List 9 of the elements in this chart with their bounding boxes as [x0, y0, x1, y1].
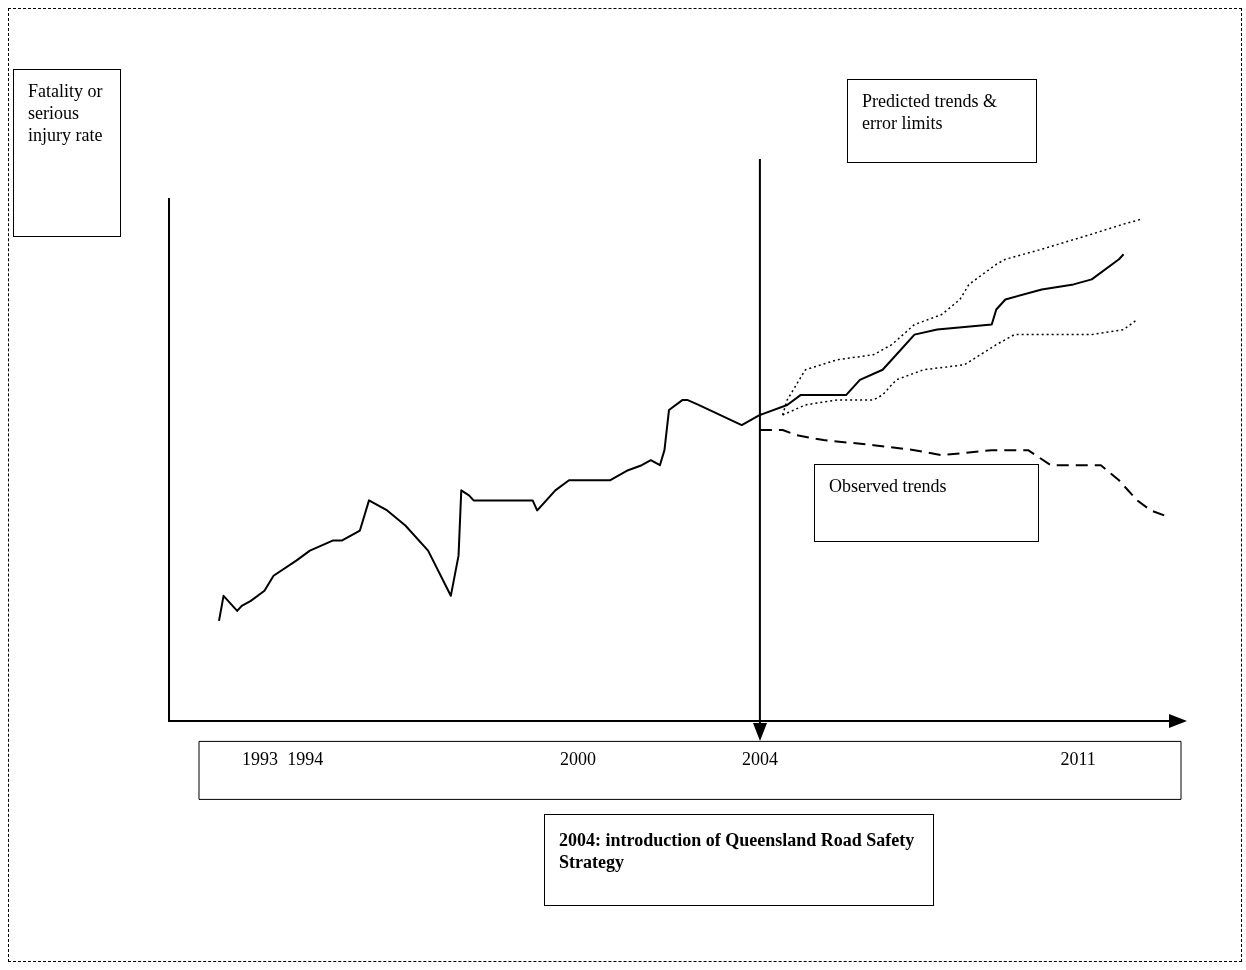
- x-tick-label: 2004: [741, 748, 778, 769]
- text: Predicted trends & error limits: [847, 79, 1037, 163]
- x-tick-label: 2011: [1060, 748, 1096, 769]
- x-tick-label: 1993: [241, 748, 278, 769]
- x-tick-label: 2000: [560, 748, 597, 769]
- x-tick-label: 1994: [287, 748, 324, 769]
- annotation: Observed trends: [814, 464, 1039, 542]
- text: Fatality or serious injury rate: [13, 69, 121, 237]
- ref-line-label: 2004: introduction of Queensland Road Safety Strategy: [544, 814, 934, 906]
